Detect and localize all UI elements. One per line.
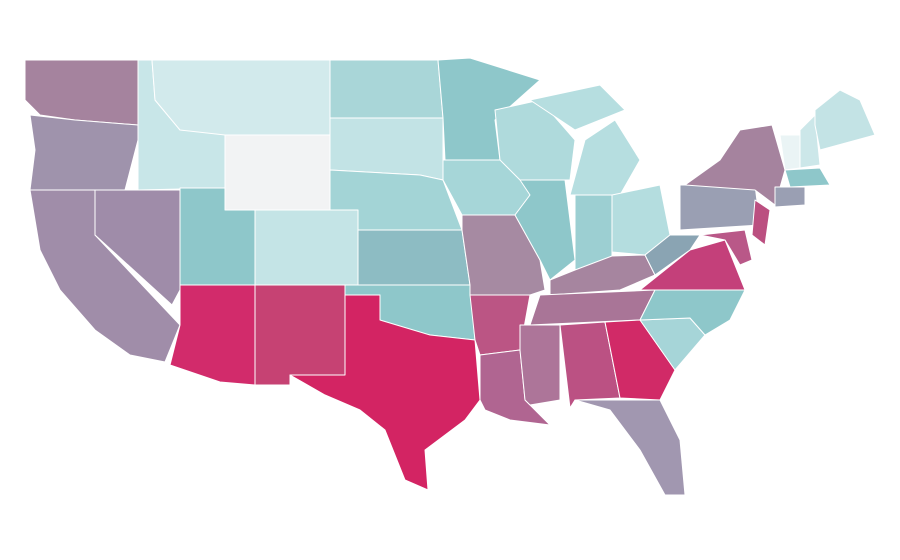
state — [254, 209, 359, 286]
state — [774, 186, 806, 208]
state — [644, 234, 701, 276]
state — [559, 321, 621, 409]
state — [814, 89, 876, 151]
state — [169, 284, 256, 386]
state — [151, 59, 331, 136]
state — [29, 114, 139, 191]
state — [699, 229, 753, 266]
state — [604, 319, 676, 401]
state — [289, 294, 481, 491]
state — [679, 184, 761, 231]
state — [254, 284, 346, 386]
state — [329, 59, 444, 119]
state — [519, 324, 561, 406]
states — [24, 57, 876, 496]
state — [529, 84, 626, 131]
state — [684, 124, 786, 206]
state — [751, 199, 771, 246]
state — [357, 229, 471, 286]
state — [569, 119, 641, 196]
state — [94, 189, 181, 306]
state — [799, 114, 821, 169]
state — [514, 179, 576, 281]
state — [574, 399, 686, 496]
state — [224, 134, 331, 211]
state — [24, 59, 139, 126]
state — [784, 167, 831, 188]
